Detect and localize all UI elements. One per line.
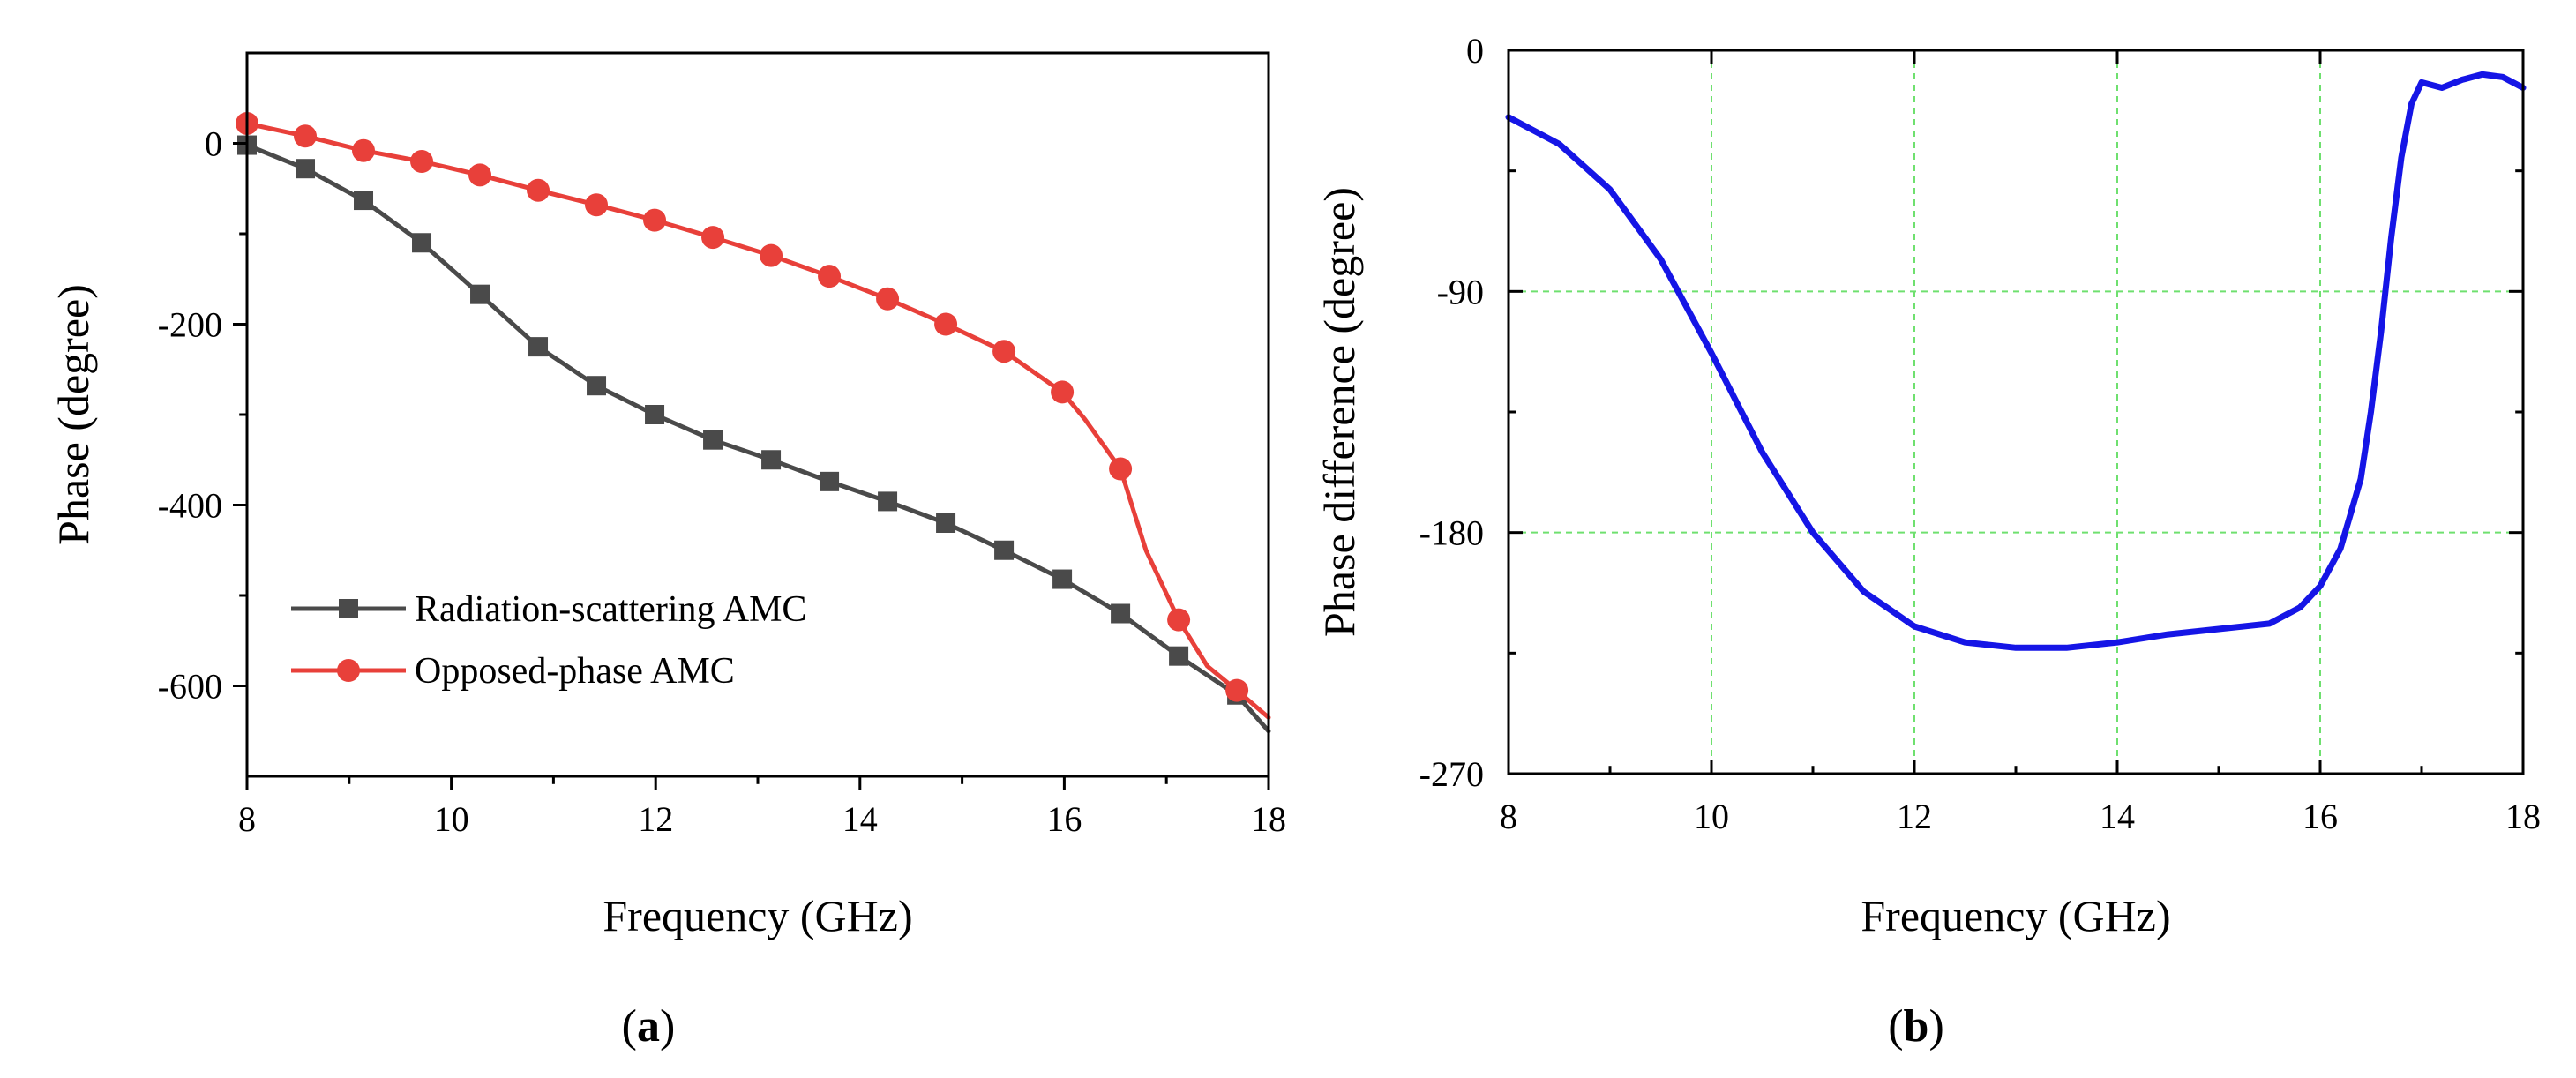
x-tick-label: 18	[1251, 799, 1286, 839]
data-point-radiation-scattering-amc	[820, 471, 840, 491]
data-point-opposed-phase-amc	[643, 208, 667, 232]
data-point-opposed-phase-amc	[760, 243, 783, 267]
panel-a-caption-open: (	[622, 1001, 637, 1052]
x-tick-label: 10	[434, 799, 469, 839]
panel-a-y-axis-title: Phase (degree)	[49, 284, 98, 545]
data-point-opposed-phase-amc	[876, 287, 900, 311]
data-point-opposed-phase-amc	[701, 226, 725, 250]
y-tick-label: -200	[158, 305, 222, 345]
data-point-opposed-phase-amc	[818, 265, 842, 288]
x-tick-label: 10	[1694, 797, 1729, 836]
data-point-radiation-scattering-amc	[412, 233, 432, 253]
data-point-opposed-phase-amc	[352, 138, 376, 162]
panel-b-caption-open: (	[1888, 1001, 1903, 1052]
x-tick-label: 14	[842, 799, 878, 839]
panel-b-caption-close: )	[1928, 1001, 1943, 1052]
data-point-opposed-phase-amc	[585, 193, 609, 217]
data-point-radiation-scattering-amc	[761, 450, 782, 470]
x-tick-label: 16	[1046, 799, 1082, 839]
data-point-radiation-scattering-amc	[587, 376, 607, 396]
data-point-opposed-phase-amc	[527, 178, 550, 202]
y-tick-label: -400	[158, 486, 222, 526]
data-point-opposed-phase-amc	[1051, 380, 1075, 404]
data-point-opposed-phase-amc	[468, 163, 492, 187]
legend-label-radiation-scattering-amc: Radiation-scattering AMC	[415, 589, 806, 630]
panel-a-caption-letter: a	[637, 1001, 660, 1052]
series-line-phase-difference	[1505, 71, 2527, 651]
data-point-radiation-scattering-amc	[703, 430, 723, 450]
panel-b-x-axis-title: Frequency (GHz)	[1861, 891, 2170, 940]
x-tick-label: 16	[2303, 797, 2338, 836]
data-point-radiation-scattering-amc	[645, 405, 665, 424]
data-point-opposed-phase-amc	[1109, 457, 1133, 481]
data-point-opposed-phase-amc	[934, 312, 958, 336]
x-tick-label: 8	[238, 799, 256, 839]
data-point-radiation-scattering-amc	[1169, 646, 1189, 666]
data-point-radiation-scattering-amc	[528, 337, 549, 357]
y-tick-label: -180	[1419, 513, 1484, 553]
legend-label-opposed-phase-amc: Opposed-phase AMC	[415, 651, 735, 692]
panel-b-phase-difference-chart: 8 10 12 14 16 180-90-180-270 Frequency (GHz) …	[1314, 31, 2541, 1052]
x-tick-label: 18	[2505, 797, 2541, 836]
x-tick-label: 12	[1897, 797, 1932, 836]
x-tick-label: 8	[1500, 797, 1517, 836]
data-point-opposed-phase-amc	[992, 340, 1016, 363]
series-line-opposed-phase-amc	[244, 121, 1271, 720]
y-tick-label: -270	[1419, 754, 1484, 794]
panel-b-series	[1505, 71, 2527, 651]
panel-a-caption: (a)	[622, 1001, 676, 1052]
x-tick-label: 14	[2100, 797, 2135, 836]
panel-a-phase-chart: 8 10 12 14 16 18 0 -200 -400 -600 Frequency (GHz)…	[49, 51, 1286, 1052]
data-point-radiation-scattering-amc	[936, 513, 956, 533]
data-point-opposed-phase-amc	[410, 150, 434, 173]
data-point-radiation-scattering-amc	[354, 191, 374, 211]
y-tick-label: -600	[158, 667, 222, 707]
data-point-radiation-scattering-amc	[1111, 603, 1131, 624]
y-tick-label: -90	[1437, 272, 1484, 311]
panel-a-legend: Radiation-scattering AMC Opposed-phase A…	[291, 589, 806, 692]
y-tick-label: 0	[1466, 31, 1484, 71]
data-point-radiation-scattering-amc	[470, 284, 490, 304]
data-point-radiation-scattering-amc	[1052, 569, 1073, 589]
data-point-opposed-phase-amc	[1167, 608, 1191, 632]
panel-b-caption-letter: b	[1904, 1001, 1929, 1052]
data-point-radiation-scattering-amc	[878, 491, 898, 512]
panel-b-caption: (b)	[1888, 1001, 1944, 1052]
panel-a-x-axis-title: Frequency (GHz)	[603, 891, 912, 940]
panel-a-caption-close: )	[660, 1001, 675, 1052]
panel-b-grid	[1509, 50, 2523, 774]
panel-a-series	[236, 111, 1271, 734]
data-point-opposed-phase-amc	[294, 124, 318, 148]
panel-a-ticks: 8 10 12 14 16 18 0 -200 -400 -600	[158, 124, 1286, 840]
y-tick-label: 0	[205, 124, 222, 164]
legend-marker-radiation-scattering-amc	[339, 599, 358, 618]
legend-marker-opposed-phase-amc	[337, 659, 360, 682]
panel-b-ticks: 8 10 12 14 16 18 0 -90 -180 -270	[1419, 31, 2541, 836]
panel-b-y-axis-title: Phase difference (degree)	[1314, 187, 1364, 637]
data-point-radiation-scattering-amc	[296, 159, 316, 179]
x-tick-label: 12	[638, 799, 673, 839]
data-point-opposed-phase-amc	[1225, 678, 1249, 702]
data-point-radiation-scattering-amc	[994, 540, 1015, 560]
